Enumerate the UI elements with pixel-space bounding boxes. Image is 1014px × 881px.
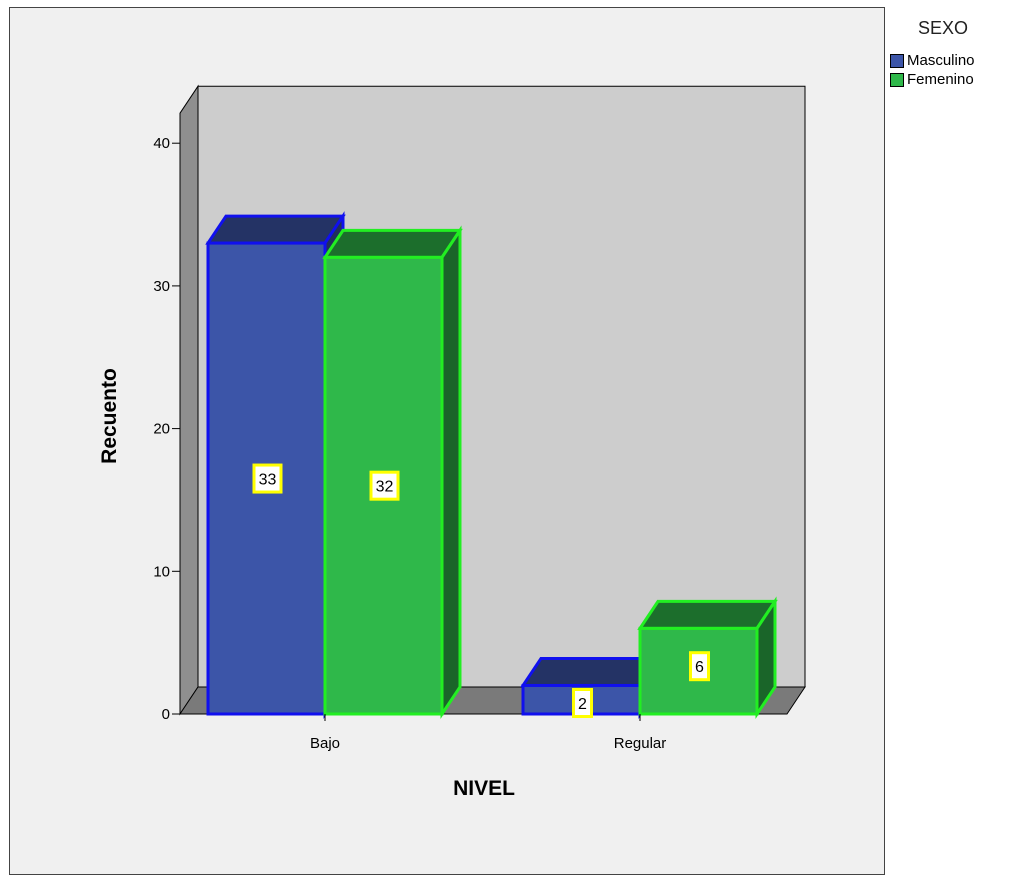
- x-tick-label: Bajo: [310, 735, 340, 752]
- legend: SEXO Masculino Femenino: [890, 18, 1010, 89]
- data-label-inner: [692, 654, 707, 679]
- data-label: 6: [695, 659, 704, 676]
- bar-top: [205, 214, 346, 245]
- y-tick-label: 10: [153, 563, 170, 580]
- y-tick-label: 40: [153, 135, 170, 152]
- data-label: 32: [376, 479, 394, 496]
- y-tick-label: 0: [162, 706, 170, 723]
- legend-item-femenino: Femenino: [890, 70, 1010, 89]
- bar-side: [440, 225, 462, 719]
- legend-title: SEXO: [918, 18, 969, 38]
- x-tick-label: Regular: [614, 735, 667, 752]
- legend-swatch-femenino: [890, 72, 904, 87]
- legend-item-masculino: Masculino: [890, 51, 1010, 70]
- legend-label-femenino: Femenino: [907, 71, 974, 88]
- legend-swatch-masculino: [890, 53, 904, 68]
- chart-canvas: 0 10 20 30 40 33 32 Bajo 2 6 Regular NIVEL Recuento: [98, 84, 806, 800]
- x-axis-title: NIVEL: [453, 777, 515, 800]
- plot-side-wall: [179, 84, 199, 716]
- y-tick-label: 30: [153, 278, 170, 295]
- data-label-inner: [575, 691, 590, 715]
- y-axis-title: Recuento: [98, 368, 121, 464]
- data-label-inner: [255, 466, 280, 491]
- legend-label-masculino: Masculino: [907, 52, 975, 69]
- data-label-inner: [372, 473, 397, 498]
- data-label: 2: [578, 696, 587, 713]
- bar-top: [637, 599, 778, 630]
- data-label: 33: [259, 472, 277, 489]
- chart-frame: 0 10 20 30 40 33 32 Bajo 2 6 Regular NIVEL Recuento: [9, 7, 885, 875]
- y-tick-label: 20: [153, 421, 170, 438]
- bar-top: [520, 656, 661, 687]
- bar-top: [322, 228, 463, 259]
